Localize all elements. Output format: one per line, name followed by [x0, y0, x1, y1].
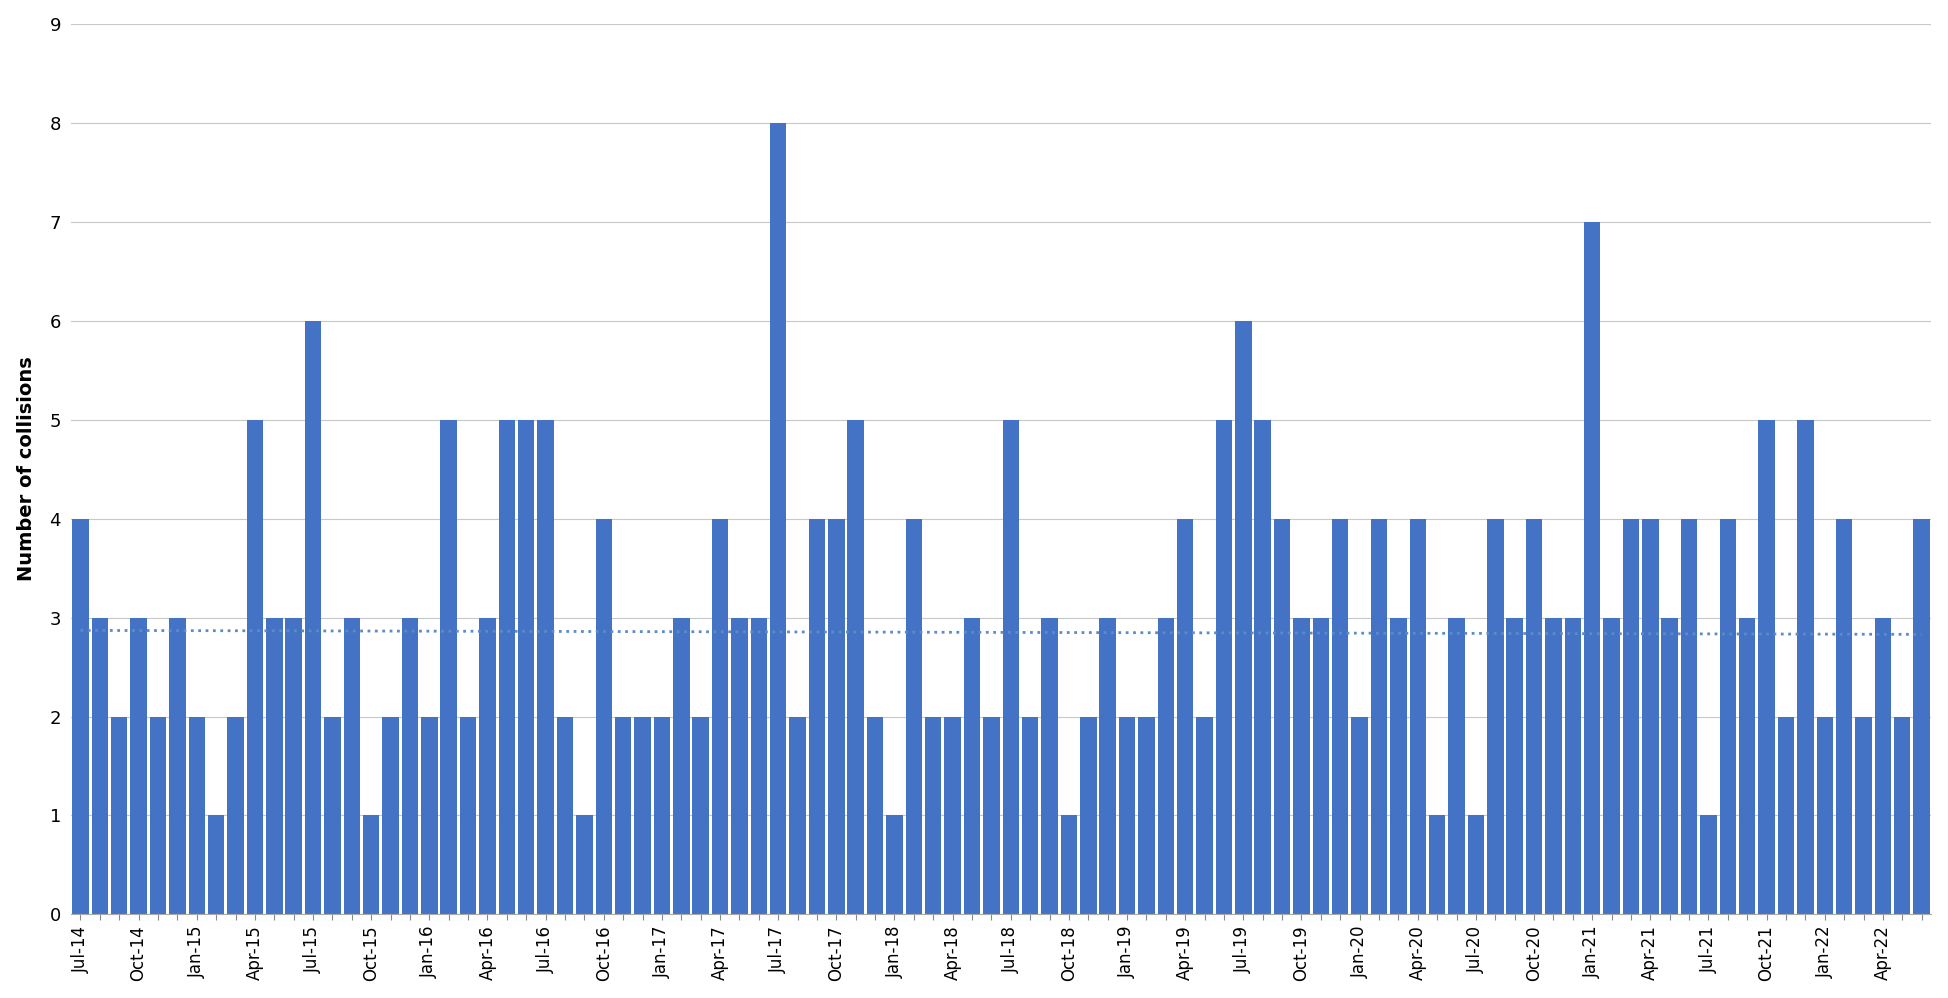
Bar: [247, 419, 263, 914]
Bar: [1332, 519, 1348, 914]
Bar: [1759, 419, 1775, 914]
Bar: [984, 717, 999, 914]
Bar: [92, 618, 107, 914]
Bar: [1216, 419, 1233, 914]
Bar: [538, 419, 553, 914]
Bar: [1662, 618, 1677, 914]
Bar: [1274, 519, 1290, 914]
Bar: [1042, 618, 1058, 914]
Y-axis label: Number of collisions: Number of collisions: [18, 356, 35, 582]
Bar: [886, 815, 902, 914]
Bar: [808, 519, 826, 914]
Bar: [1430, 815, 1445, 914]
Bar: [1352, 717, 1367, 914]
Bar: [711, 519, 729, 914]
Bar: [1545, 618, 1562, 914]
Bar: [499, 419, 514, 914]
Bar: [382, 717, 399, 914]
Bar: [1913, 519, 1930, 914]
Bar: [479, 618, 495, 914]
Bar: [1293, 618, 1309, 914]
Bar: [1079, 717, 1097, 914]
Bar: [323, 717, 341, 914]
Bar: [131, 618, 146, 914]
Bar: [1681, 519, 1697, 914]
Bar: [343, 618, 360, 914]
Bar: [1447, 618, 1465, 914]
Bar: [228, 717, 244, 914]
Bar: [1835, 519, 1853, 914]
Bar: [362, 815, 380, 914]
Bar: [1467, 815, 1484, 914]
Bar: [169, 618, 185, 914]
Bar: [730, 618, 748, 914]
Bar: [1798, 419, 1814, 914]
Bar: [1177, 519, 1194, 914]
Bar: [1060, 815, 1077, 914]
Bar: [150, 717, 166, 914]
Bar: [1740, 618, 1755, 914]
Bar: [208, 815, 224, 914]
Bar: [267, 618, 282, 914]
Bar: [518, 419, 534, 914]
Bar: [769, 123, 787, 914]
Bar: [1118, 717, 1136, 914]
Bar: [655, 717, 670, 914]
Bar: [596, 519, 612, 914]
Bar: [925, 717, 941, 914]
Bar: [1255, 419, 1270, 914]
Bar: [828, 519, 845, 914]
Bar: [401, 618, 419, 914]
Bar: [1893, 717, 1911, 914]
Bar: [635, 717, 651, 914]
Bar: [1642, 519, 1658, 914]
Bar: [440, 419, 458, 914]
Bar: [1391, 618, 1406, 914]
Bar: [847, 419, 863, 914]
Bar: [1584, 222, 1601, 914]
Bar: [1371, 519, 1387, 914]
Bar: [906, 519, 921, 914]
Bar: [1564, 618, 1582, 914]
Bar: [460, 717, 477, 914]
Bar: [1313, 618, 1329, 914]
Bar: [1701, 815, 1716, 914]
Bar: [674, 618, 690, 914]
Bar: [1023, 717, 1038, 914]
Bar: [421, 717, 438, 914]
Bar: [111, 717, 127, 914]
Bar: [1874, 618, 1892, 914]
Bar: [286, 618, 302, 914]
Bar: [964, 618, 980, 914]
Bar: [1410, 519, 1426, 914]
Bar: [1486, 519, 1504, 914]
Bar: [750, 618, 768, 914]
Bar: [616, 717, 631, 914]
Bar: [577, 815, 592, 914]
Bar: [1157, 618, 1175, 914]
Bar: [1779, 717, 1794, 914]
Bar: [1196, 717, 1214, 914]
Bar: [557, 717, 573, 914]
Bar: [692, 717, 709, 914]
Bar: [1003, 419, 1019, 914]
Bar: [1099, 618, 1116, 914]
Bar: [1623, 519, 1638, 914]
Bar: [1138, 717, 1155, 914]
Bar: [1525, 519, 1543, 914]
Bar: [72, 519, 90, 914]
Bar: [1854, 717, 1872, 914]
Bar: [867, 717, 882, 914]
Bar: [1235, 320, 1251, 914]
Bar: [789, 717, 806, 914]
Bar: [1603, 618, 1621, 914]
Bar: [945, 717, 960, 914]
Bar: [304, 320, 321, 914]
Bar: [1506, 618, 1523, 914]
Bar: [1720, 519, 1736, 914]
Bar: [189, 717, 205, 914]
Bar: [1816, 717, 1833, 914]
